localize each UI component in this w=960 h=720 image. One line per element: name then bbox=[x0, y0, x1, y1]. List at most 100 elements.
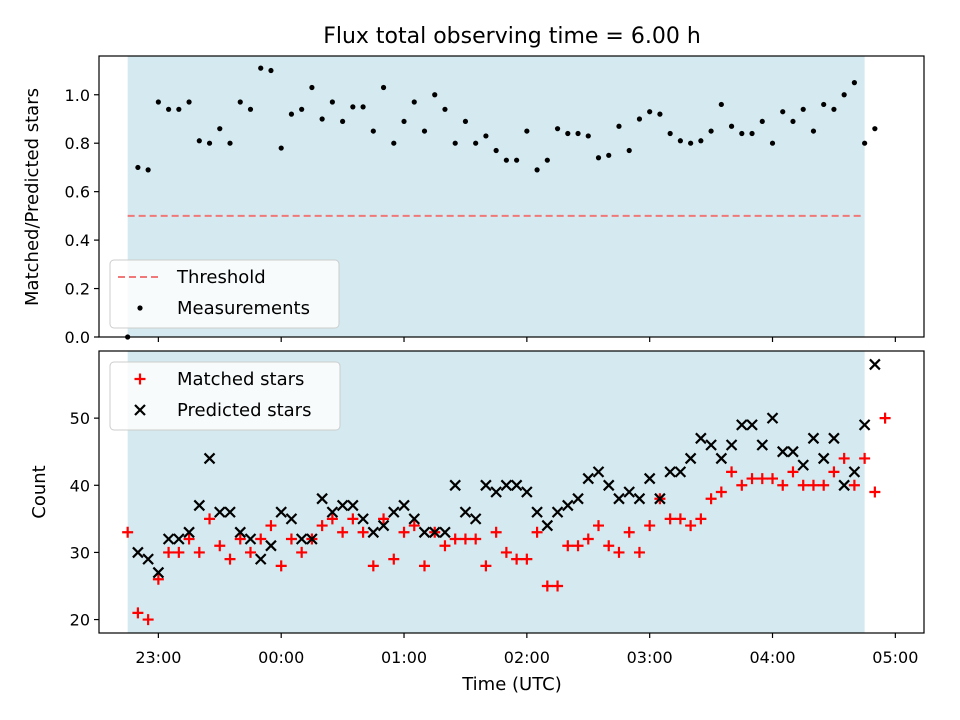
predicted-stars-point bbox=[162, 533, 175, 545]
matched-stars-point bbox=[480, 560, 492, 572]
matched-stars-point bbox=[255, 533, 267, 545]
predicted-stars-point bbox=[500, 479, 513, 492]
measurements-point bbox=[739, 130, 745, 137]
matched-stars-point bbox=[214, 540, 226, 552]
matched-stars-point bbox=[275, 560, 287, 572]
measurements-point bbox=[821, 101, 827, 108]
predicted-stars-point bbox=[858, 419, 871, 431]
measurements-point bbox=[841, 92, 847, 98]
top-legend bbox=[109, 259, 340, 329]
measurements-point bbox=[790, 118, 796, 125]
matched-stars-point bbox=[326, 513, 338, 525]
matched-stars-point bbox=[378, 513, 390, 525]
predicted-stars-point bbox=[203, 452, 216, 465]
predicted-stars-point bbox=[551, 506, 564, 518]
matched-stars-point bbox=[818, 479, 830, 491]
matched-stars-point bbox=[122, 526, 134, 538]
measurements-point bbox=[534, 167, 540, 173]
measurements-point bbox=[503, 157, 509, 163]
measurements-point bbox=[217, 126, 223, 132]
predicted-stars-point bbox=[214, 506, 226, 518]
matched-stars-point bbox=[777, 479, 789, 491]
matched-stars-point bbox=[807, 479, 819, 491]
measurements-point bbox=[698, 138, 704, 144]
predicted-stars-point bbox=[531, 506, 543, 518]
predicted-stars-point bbox=[797, 459, 809, 471]
matched-stars-point bbox=[183, 533, 195, 545]
predicted-stars-point bbox=[285, 513, 298, 525]
matched-stars-point bbox=[337, 526, 349, 538]
predicted-stars-point bbox=[643, 472, 656, 485]
matched-stars-point bbox=[715, 486, 727, 498]
measurements-point bbox=[647, 109, 653, 115]
predicted-stars-point bbox=[592, 466, 605, 478]
top-y-tick-label: 0.2 bbox=[65, 280, 90, 299]
matched-stars-point bbox=[552, 580, 564, 592]
matched-stars-point bbox=[613, 546, 625, 558]
x-tick-label: 23:00 bbox=[135, 648, 181, 667]
matched-stars-point bbox=[838, 452, 850, 464]
predicted-stars-point bbox=[521, 486, 533, 498]
matched-stars-point bbox=[531, 526, 543, 538]
predicted-stars-point bbox=[295, 533, 308, 545]
measurements-point bbox=[851, 80, 857, 86]
predicted-stars-point bbox=[654, 492, 666, 505]
measurements-point bbox=[196, 138, 202, 144]
measurements-point bbox=[227, 140, 233, 146]
measurements-point bbox=[145, 167, 151, 173]
predicted-stars-point bbox=[357, 513, 369, 525]
measurements-point bbox=[462, 118, 469, 125]
predicted-stars-point bbox=[869, 358, 881, 371]
measurements-point bbox=[176, 106, 182, 112]
predicted-stars-point bbox=[265, 539, 277, 552]
bottom-y-tick-label: 50 bbox=[70, 409, 90, 428]
matched-stars-point bbox=[285, 533, 297, 545]
predicted-stars-point bbox=[633, 492, 646, 505]
predicted-stars-point bbox=[817, 452, 830, 465]
measurements-point bbox=[166, 106, 172, 112]
predicted-stars-point bbox=[838, 479, 850, 492]
predicted-stars-point bbox=[766, 412, 779, 424]
predicted-stars-point bbox=[469, 513, 482, 525]
measurements-point bbox=[288, 111, 295, 117]
matched-stars-point bbox=[265, 520, 277, 532]
predicted-stars-point bbox=[193, 499, 206, 512]
measurements-point bbox=[493, 147, 499, 154]
top-y-tick-label: 1.0 bbox=[65, 86, 90, 105]
measurements-point bbox=[595, 155, 602, 161]
matched-stars-point bbox=[132, 607, 144, 619]
matched-stars-point bbox=[449, 533, 461, 545]
matched-stars-point bbox=[459, 533, 471, 545]
predicted-stars-point bbox=[336, 499, 349, 512]
predicted-stars-point bbox=[541, 519, 554, 532]
matched-stars-point bbox=[541, 580, 553, 592]
top-y-tick-label: 0.6 bbox=[65, 183, 90, 202]
predicted-stars-point bbox=[275, 506, 287, 518]
matched-stars-point bbox=[859, 452, 871, 464]
predicted-stars-point bbox=[326, 506, 339, 518]
measurements-point bbox=[657, 111, 663, 117]
predicted-stars-point bbox=[807, 432, 820, 445]
matched-stars-point bbox=[644, 520, 656, 532]
predicted-stars-point bbox=[715, 452, 728, 465]
matched-stars-point bbox=[152, 573, 164, 585]
predicted-stars-point bbox=[562, 499, 574, 512]
matched-stars-point bbox=[674, 513, 686, 525]
matched-stars-point bbox=[500, 546, 512, 558]
legend-measurements-swatch bbox=[137, 305, 143, 311]
measurements-point bbox=[585, 133, 591, 139]
predicted-stars-point bbox=[582, 472, 595, 485]
predicted-stars-point bbox=[623, 486, 635, 498]
measurements-point bbox=[667, 130, 673, 137]
measurements-point bbox=[616, 123, 622, 129]
matched-stars-point bbox=[408, 520, 420, 532]
x-tick-label: 01:00 bbox=[381, 648, 427, 667]
measurements-point bbox=[329, 99, 335, 105]
top-y-axis-label: Matched/Predicted stars bbox=[22, 88, 43, 306]
measurements-point bbox=[411, 99, 417, 105]
measurements-point bbox=[278, 145, 284, 151]
predicted-stars-point bbox=[725, 439, 738, 451]
predicted-stars-point bbox=[398, 499, 410, 512]
x-axis-label: Time (UTC) bbox=[461, 674, 562, 695]
matched-stars-point bbox=[173, 546, 185, 558]
